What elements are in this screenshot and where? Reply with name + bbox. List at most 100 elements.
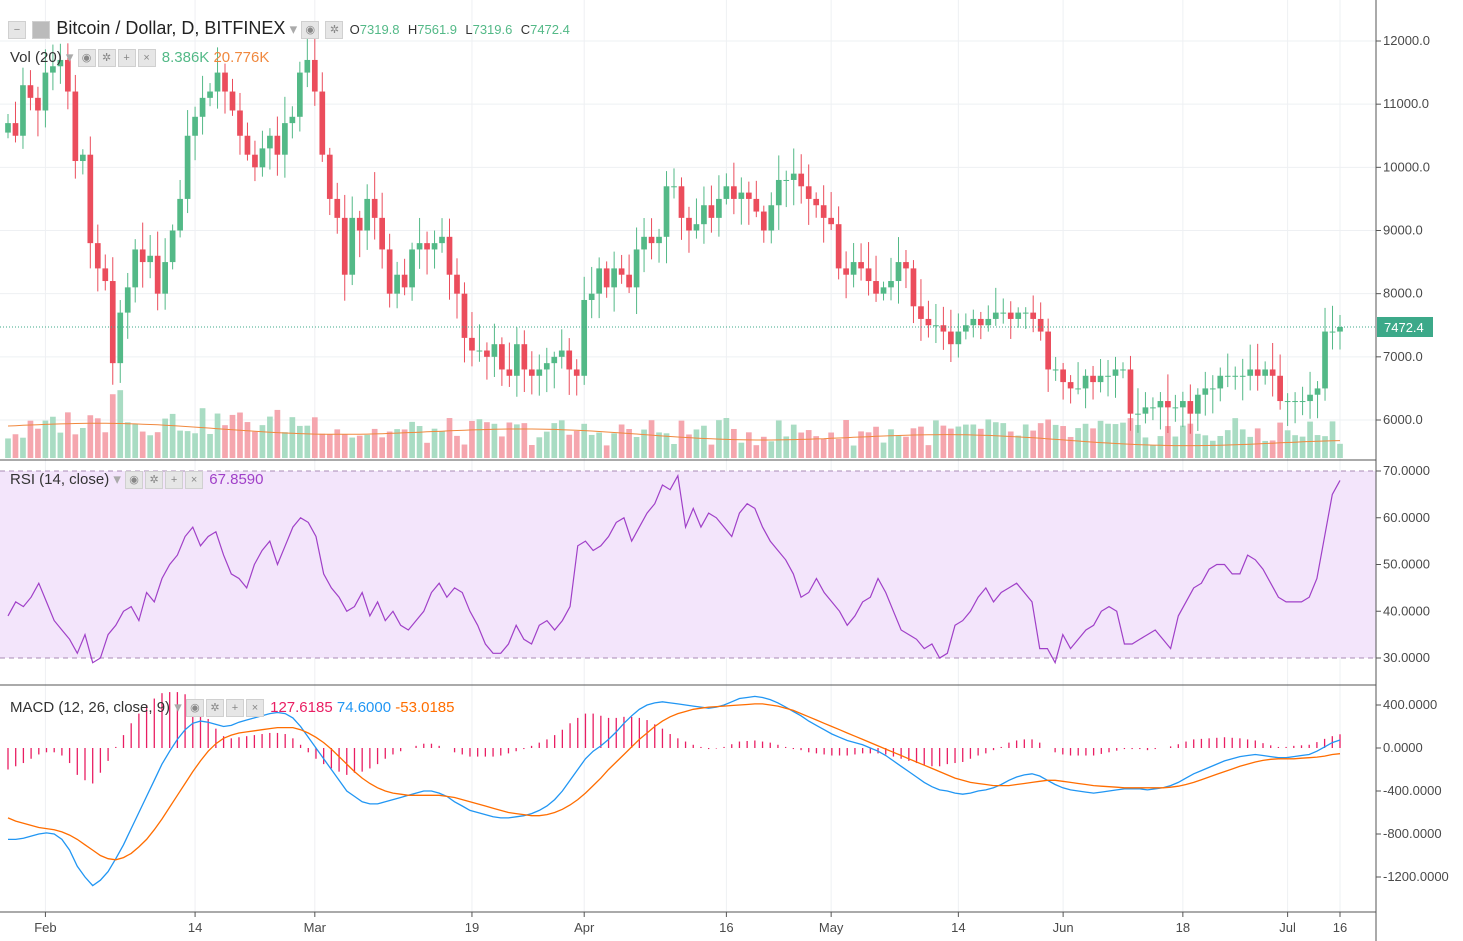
volume-bar xyxy=(663,433,670,458)
volume-bar xyxy=(1254,428,1261,458)
candle-body xyxy=(1150,407,1156,409)
volume-bar xyxy=(1232,418,1239,458)
volume-bar xyxy=(1292,435,1298,458)
volume-bar xyxy=(35,428,41,458)
volume-bar xyxy=(147,435,154,458)
settings-icon[interactable]: ✲ xyxy=(145,471,164,490)
volume-bar xyxy=(12,434,19,458)
volume-bar xyxy=(311,417,318,458)
price-tick-label: 9000.0 xyxy=(1383,223,1423,238)
candle-body xyxy=(798,173,805,187)
eye-icon[interactable]: ◉ xyxy=(77,49,96,68)
time-tick-label: 14 xyxy=(188,920,202,935)
settings-icon[interactable]: ✲ xyxy=(205,699,224,718)
macd-label[interactable]: MACD (12, 26, close, 9) xyxy=(10,699,171,716)
rsi-line xyxy=(7,473,1341,665)
candle-body xyxy=(296,72,303,117)
volume-bar xyxy=(1075,428,1081,458)
candle-body xyxy=(656,236,662,244)
candle-body xyxy=(1045,331,1052,370)
price-tick-label: 10000.0 xyxy=(1383,159,1430,174)
settings-icon[interactable]: ✲ xyxy=(97,49,116,68)
candle-body xyxy=(633,249,640,288)
candle-body xyxy=(229,91,236,111)
candle-body xyxy=(304,59,311,73)
macd-signal-line xyxy=(7,703,1341,861)
volume-bar xyxy=(1007,431,1014,458)
close-icon[interactable]: × xyxy=(185,471,204,490)
candle-body xyxy=(184,135,191,199)
volume-bar xyxy=(326,434,333,458)
candle-body xyxy=(57,59,64,67)
close-icon[interactable]: × xyxy=(245,699,264,718)
price-tick-label: 8000.0 xyxy=(1383,286,1423,301)
candle-body xyxy=(992,312,999,319)
close-icon[interactable]: × xyxy=(137,49,156,68)
volume-bar xyxy=(925,445,932,458)
symbol-color-icon xyxy=(32,21,51,40)
candle-body xyxy=(1000,312,1007,314)
candle-body xyxy=(918,306,924,319)
volume-bar xyxy=(469,420,475,458)
candle-body xyxy=(686,217,692,231)
volume-bar xyxy=(940,425,947,458)
candle-body xyxy=(813,198,820,206)
volume-bar xyxy=(1307,421,1313,458)
volume-bar xyxy=(1097,420,1104,458)
macd-tick-label: 0.0000 xyxy=(1383,740,1423,755)
candle-body xyxy=(573,369,580,376)
candle-body xyxy=(566,350,573,370)
candle-body xyxy=(1015,312,1022,319)
candle-body xyxy=(1254,369,1261,376)
plus-icon[interactable]: + xyxy=(117,49,136,68)
candle-body xyxy=(289,116,296,124)
rsi-label[interactable]: RSI (14, close) xyxy=(10,471,110,488)
rsi-band xyxy=(0,471,1376,658)
candle-body xyxy=(162,262,168,294)
volume-bar xyxy=(1202,435,1209,458)
volume-bar xyxy=(1239,429,1246,458)
chevron-down-icon[interactable]: ▾ xyxy=(174,699,182,716)
time-tick-label: 14 xyxy=(951,920,965,935)
candle-body xyxy=(334,198,341,218)
candle-body xyxy=(147,255,154,263)
ohlc-low: L7319.6 xyxy=(465,22,513,37)
volume-ma-value: 20.776K xyxy=(213,49,270,66)
candle-body xyxy=(267,135,273,149)
candle-body xyxy=(551,356,558,364)
candle-body xyxy=(252,154,258,168)
chevron-down-icon[interactable]: ▾ xyxy=(113,471,121,488)
candle-body xyxy=(42,72,49,111)
candle-body xyxy=(499,344,505,370)
candle-body xyxy=(1022,312,1029,314)
eye-icon[interactable]: ◉ xyxy=(185,699,204,718)
volume-bar xyxy=(484,422,490,458)
eye-icon[interactable]: ◉ xyxy=(301,21,320,40)
symbol-title[interactable]: Bitcoin / Dollar, D, BITFINEX xyxy=(56,18,286,38)
plus-icon[interactable]: + xyxy=(225,699,244,718)
plus-icon[interactable]: + xyxy=(165,471,184,490)
volume-bar xyxy=(57,432,64,458)
volume-bar xyxy=(955,426,962,458)
candle-body xyxy=(1052,369,1059,371)
volume-bar xyxy=(1090,428,1096,458)
collapse-icon[interactable]: − xyxy=(8,21,26,40)
volume-bar xyxy=(132,423,139,458)
volume-bar xyxy=(1165,426,1171,458)
volume-bar xyxy=(1060,426,1066,458)
candle-body xyxy=(1224,375,1231,377)
volume-label[interactable]: Vol (20) xyxy=(10,49,62,66)
candle-body xyxy=(94,243,101,269)
eye-icon[interactable]: ◉ xyxy=(125,471,144,490)
candle-body xyxy=(648,236,655,244)
candle-body xyxy=(311,59,318,92)
candle-body xyxy=(910,268,917,307)
chevron-down-icon[interactable]: ▾ xyxy=(289,21,298,38)
candle-body xyxy=(109,281,116,364)
chevron-down-icon[interactable]: ▾ xyxy=(65,49,74,66)
volume-bar xyxy=(296,425,303,458)
candle-body xyxy=(424,243,430,250)
settings-icon[interactable]: ✲ xyxy=(325,21,344,40)
volume-bar xyxy=(1217,435,1224,458)
